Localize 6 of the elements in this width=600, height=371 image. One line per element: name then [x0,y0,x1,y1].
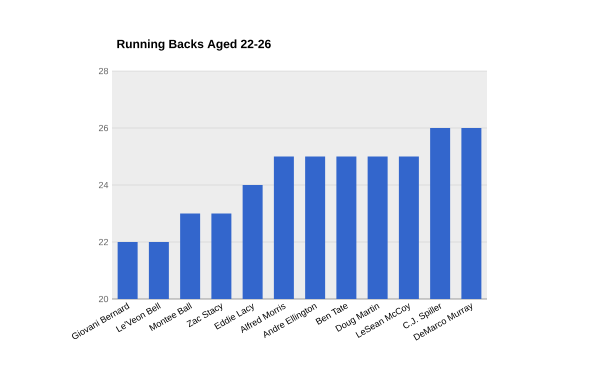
chart-title: Running Backs Aged 22-26 [117,39,271,51]
y-tick-label: 24 [98,182,108,188]
y-tick-label: 28 [98,68,108,74]
y-tick-label: 22 [98,238,108,246]
y-tick-label: 26 [98,124,108,132]
y-tick-label: 20 [98,296,108,302]
